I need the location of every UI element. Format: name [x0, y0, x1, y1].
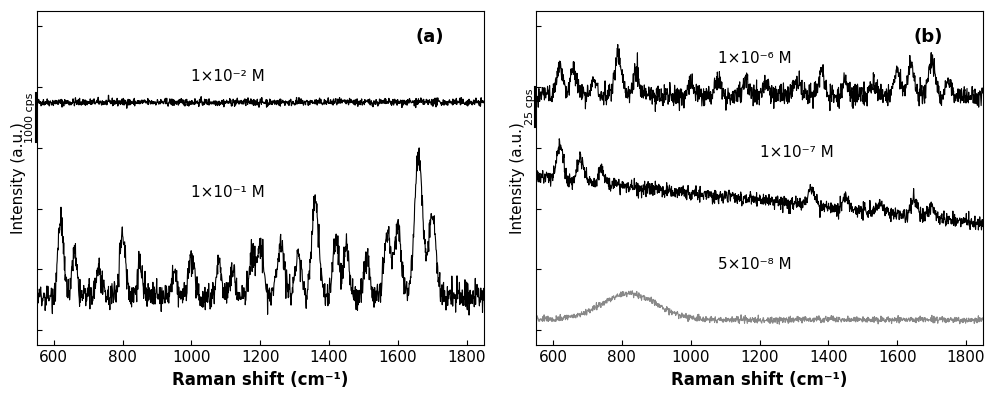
Text: 25 cps: 25 cps: [525, 89, 535, 125]
Text: 1×10⁻⁷ M: 1×10⁻⁷ M: [760, 145, 833, 160]
Y-axis label: Intensity (a.u.): Intensity (a.u.): [510, 122, 525, 234]
X-axis label: Raman shift (cm⁻¹): Raman shift (cm⁻¹): [671, 371, 848, 389]
Text: 1×10⁻² M: 1×10⁻² M: [191, 69, 265, 84]
Text: 1×10⁻¹ M: 1×10⁻¹ M: [191, 184, 265, 200]
Text: (b): (b): [914, 28, 943, 46]
Text: 5×10⁻⁸ M: 5×10⁻⁸ M: [718, 258, 792, 272]
Text: 1000 cps: 1000 cps: [25, 92, 35, 143]
Text: 1×10⁻⁶ M: 1×10⁻⁶ M: [718, 51, 792, 66]
Y-axis label: Intensity (a.u.): Intensity (a.u.): [11, 122, 26, 234]
Text: (a): (a): [415, 28, 444, 46]
X-axis label: Raman shift (cm⁻¹): Raman shift (cm⁻¹): [172, 371, 348, 389]
